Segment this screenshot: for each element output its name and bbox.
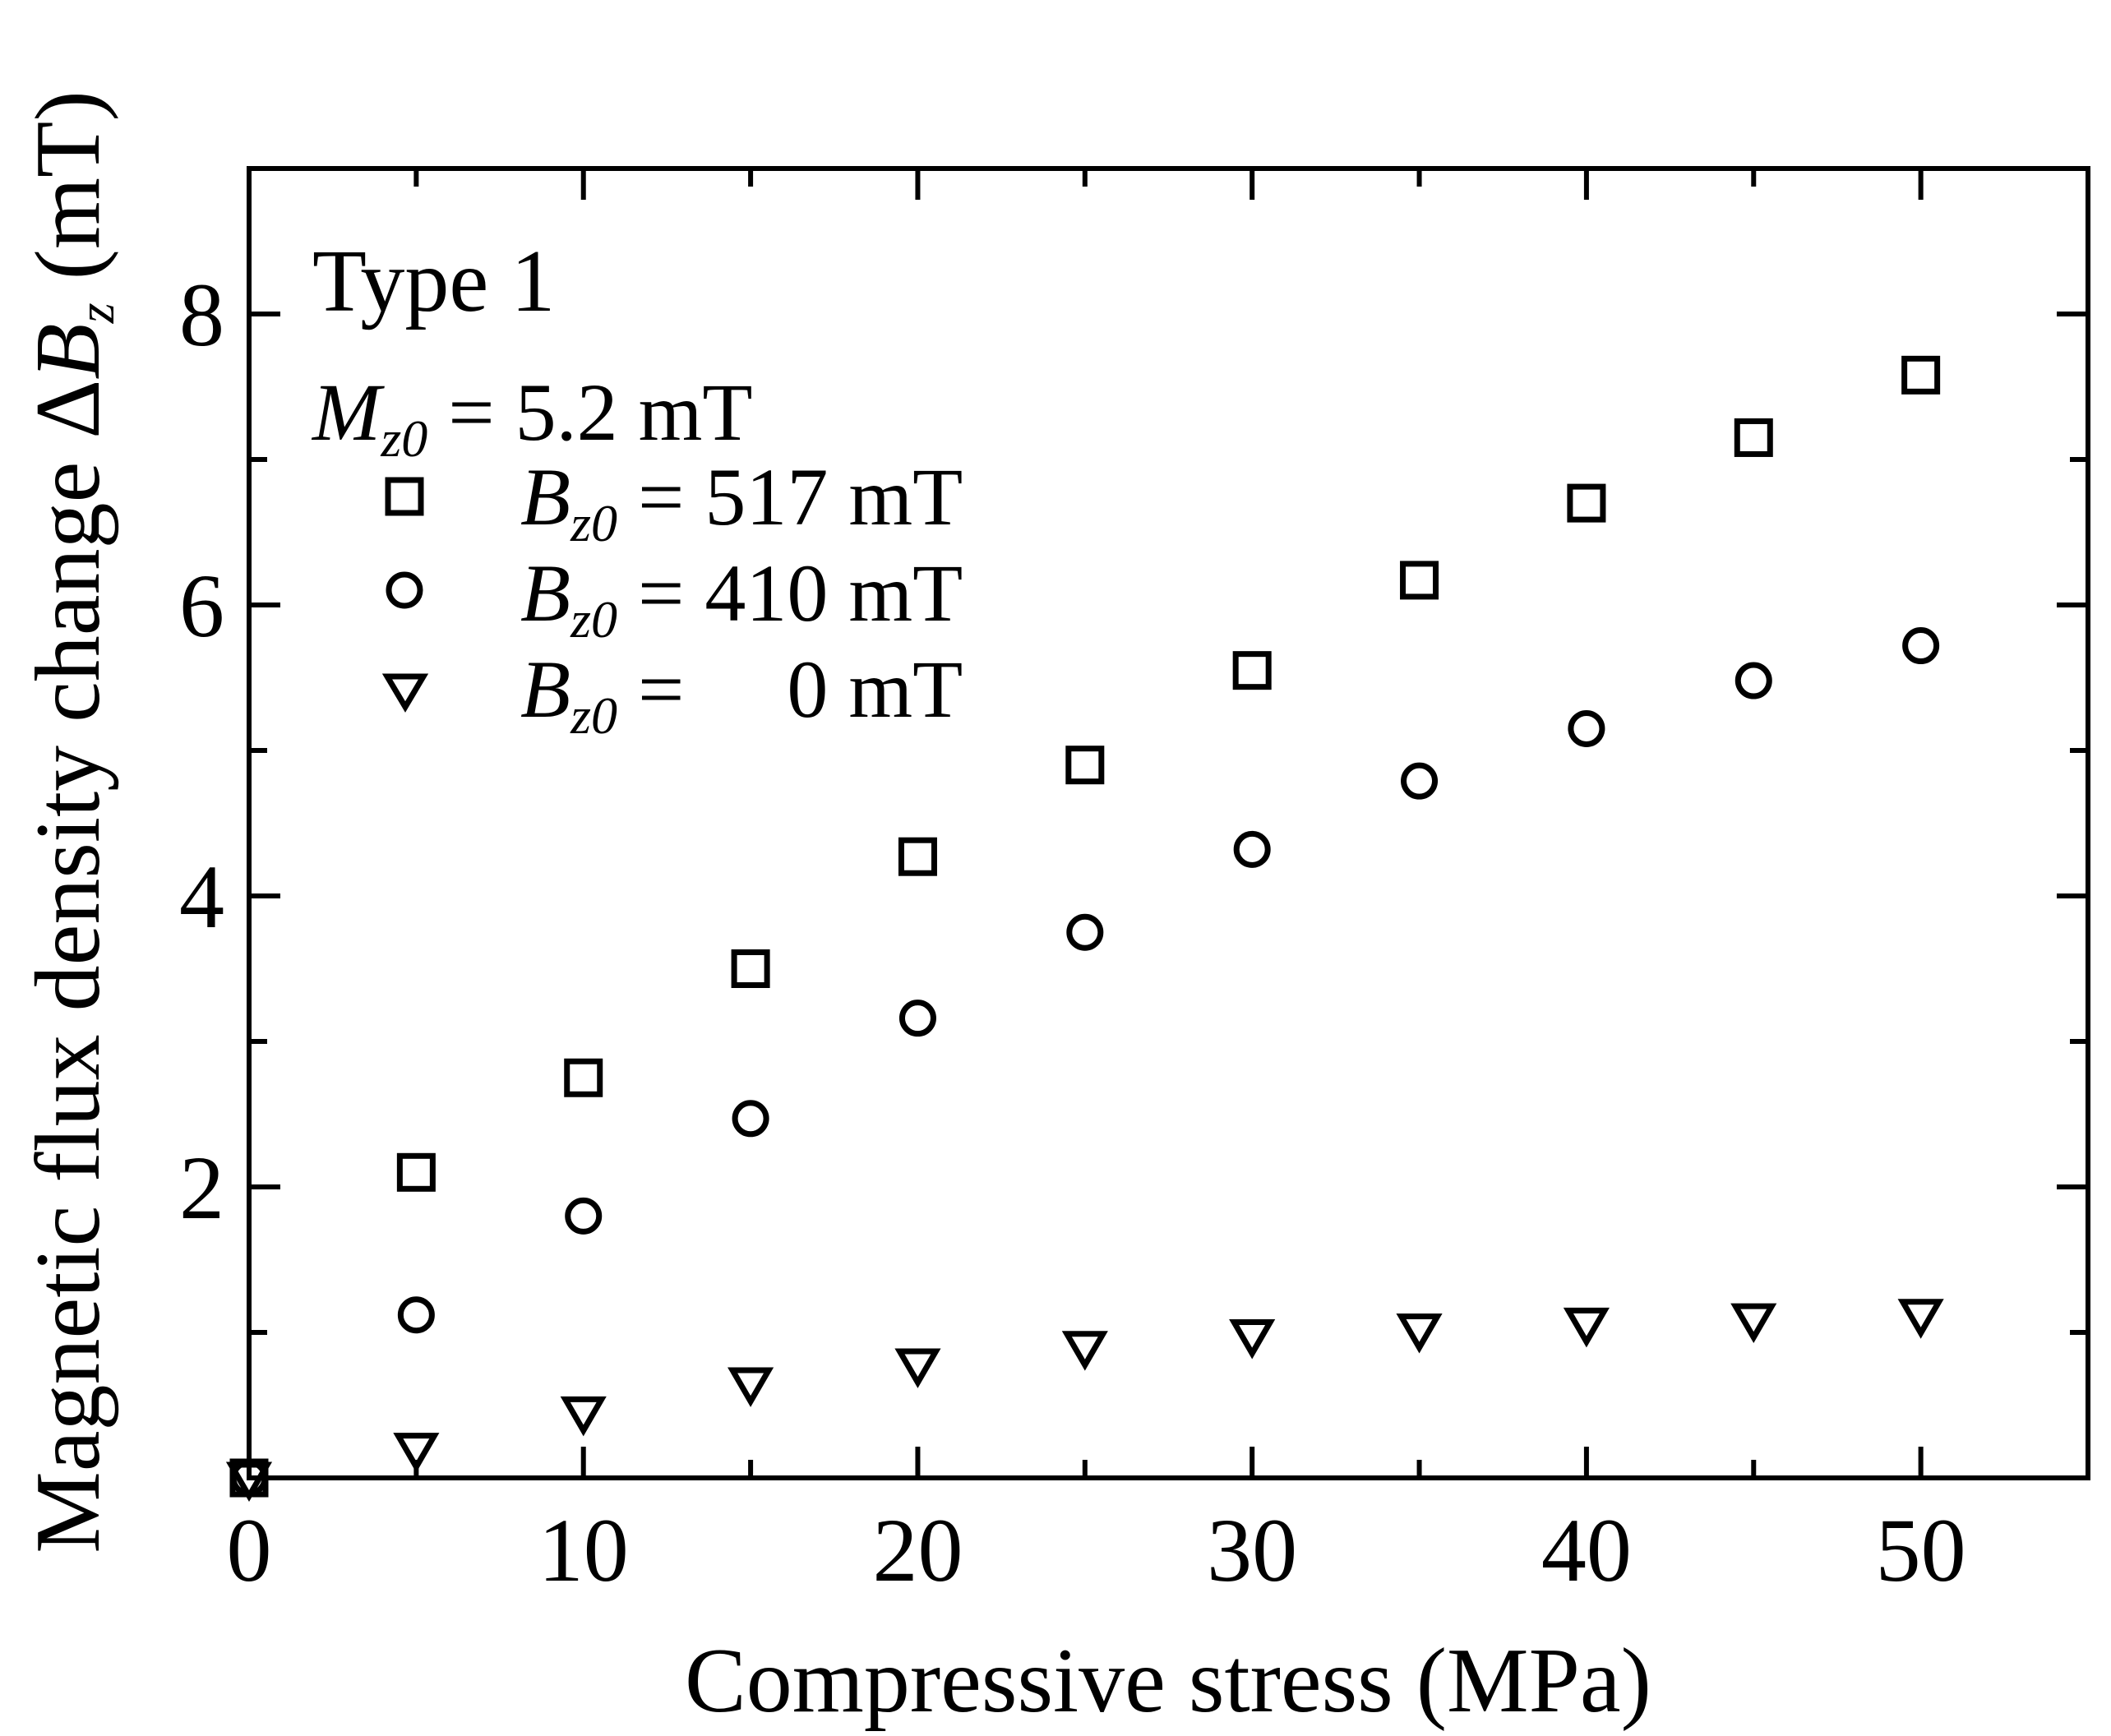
x-tick-label: 10 [538,1500,629,1600]
x-tick-label: 30 [1207,1500,1297,1600]
data-point-triangle [1897,1299,1944,1339]
data-point-circle [898,1000,936,1037]
data-point-circle [1902,627,1940,665]
legend-marker-square [385,477,424,516]
plot-area-frame [247,166,2090,1480]
x-tick-label: 50 [1876,1500,1966,1600]
legend-marker-triangle [381,673,429,713]
y-tick-label: 8 [179,265,224,365]
data-point-square [396,1152,436,1192]
y-tick-label: 6 [179,556,224,656]
data-point-triangle [225,1461,273,1502]
data-point-triangle [560,1396,607,1437]
data-points [225,355,1944,1502]
y-axis-label: Magnetic flux density change ΔBz (mT) [17,90,125,1554]
data-point-triangle [1396,1313,1443,1354]
legend-label-517: Bz0 = 517 mT [520,451,963,552]
annotation-title: Type 1 [312,233,555,330]
data-point-circle [1735,662,1772,699]
data-point-triangle [728,1367,774,1407]
data-point-circle [732,1100,769,1138]
data-point-triangle [1229,1319,1276,1360]
x-tick-label: 40 [1541,1500,1632,1600]
data-point-circle [1233,830,1271,868]
annotation-magnetization: Mz0 = 5.2 mT [311,367,752,468]
data-point-triangle [1563,1307,1610,1348]
x-tick-label: 20 [872,1500,963,1600]
legend-item-0: Bz0 = 0 mT [381,644,963,745]
data-point-square [1400,561,1439,600]
legend-item-410: Bz0 = 410 mT [386,547,963,649]
data-point-circle [1568,709,1605,747]
data-point-square [1567,483,1606,523]
data-point-triangle [1061,1331,1108,1371]
data-point-circle [1066,913,1104,951]
data-point-square [898,837,937,876]
data-point-square [1901,355,1941,395]
y-tick-label: 2 [179,1138,224,1238]
data-point-square [1232,651,1272,690]
legend-label-0: Bz0 = 0 mT [520,644,963,745]
x-axis-label: Compressive stress (MPa) [685,1630,1651,1732]
data-point-square [731,949,770,988]
data-point-circle [397,1296,435,1334]
data-point-circle [565,1197,603,1235]
axis-tick-labels: 0 10 20 30 40 50 2 4 6 8 [179,265,1966,1600]
data-point-square [564,1058,603,1097]
legend-item-517: Bz0 = 517 mT [385,451,963,552]
legend-marker-circle [386,571,423,609]
data-point-square [1734,418,1773,457]
data-point-triangle [1730,1303,1777,1344]
axis-ticks [247,169,2090,1478]
data-point-square [1065,746,1105,785]
y-tick-label: 4 [179,847,224,947]
legend: Bz0 = 517 mT Bz0 = 410 mT Bz0 = 0 mT [381,451,963,745]
legend-label-410: Bz0 = 410 mT [520,547,963,649]
data-point-circle [1401,762,1439,800]
x-tick-label: 0 [227,1500,272,1600]
data-point-triangle [894,1348,941,1388]
data-point-triangle [393,1433,440,1473]
